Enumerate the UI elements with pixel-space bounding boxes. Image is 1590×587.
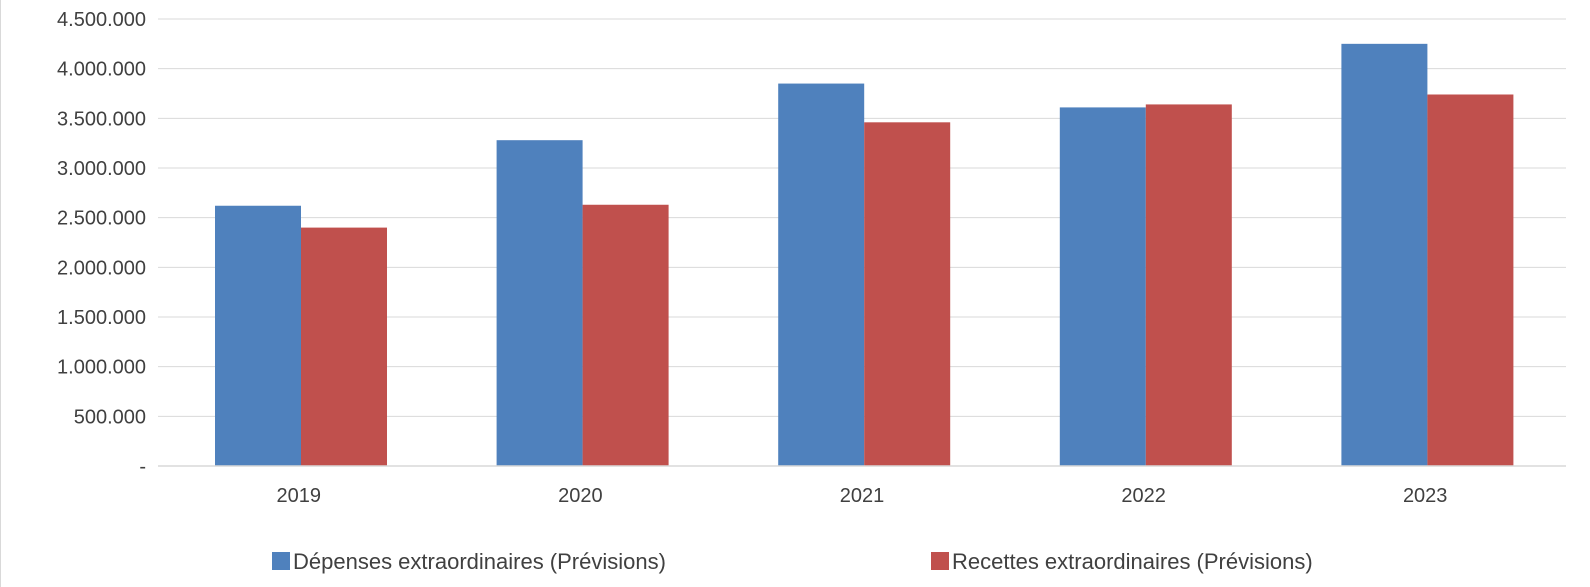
bars [215,43,1514,467]
y-axis: - 500.000 1.000.000 1.500.000 2.000.000 2.500… [57,9,146,478]
bar-2022-recettes [1145,104,1232,466]
legend-label: Dépenses extraordinaires (Prévisions) [293,549,666,574]
y-tick-label: 4.000.000 [57,59,146,81]
bar-2021-recettes [864,122,951,466]
y-tick-label: 3.000.000 [57,158,146,180]
legend-swatch [272,552,290,570]
y-tick-label: 2.000.000 [57,257,146,279]
bar-2022-depenses [1059,107,1146,466]
y-tick-label: 500.000 [74,406,146,428]
bar-2019-recettes [301,227,387,466]
bar-2023-recettes [1427,94,1514,466]
legend-swatch [931,552,949,570]
legend-label: Recettes extraordinaires (Prévisions) [952,549,1313,574]
x-tick-label: 2021 [840,485,885,507]
x-axis: 2019 2020 2021 2022 2023 [158,465,1566,507]
bar-2020-recettes [582,204,669,466]
y-tick-label: 1.500.000 [57,307,146,329]
bar-2021-depenses [778,83,865,467]
x-tick-label: 2023 [1403,485,1448,507]
y-tick-label: 3.500.000 [57,108,146,130]
y-tick-label: 2.500.000 [57,208,146,230]
bar-2023-depenses [1341,43,1428,466]
y-tick-label: 1.000.000 [57,357,146,379]
legend: Dépenses extraordinaires (Prévisions) Rec… [272,549,1313,574]
bar-2020-depenses [496,140,583,467]
x-tick-label: 2022 [1121,485,1166,507]
y-tick-label: 4.500.000 [57,9,146,31]
x-tick-label: 2019 [277,485,322,507]
x-tick-label: 2020 [558,485,603,507]
bar-2019-depenses [215,205,301,466]
y-tick-label: - [139,456,146,478]
